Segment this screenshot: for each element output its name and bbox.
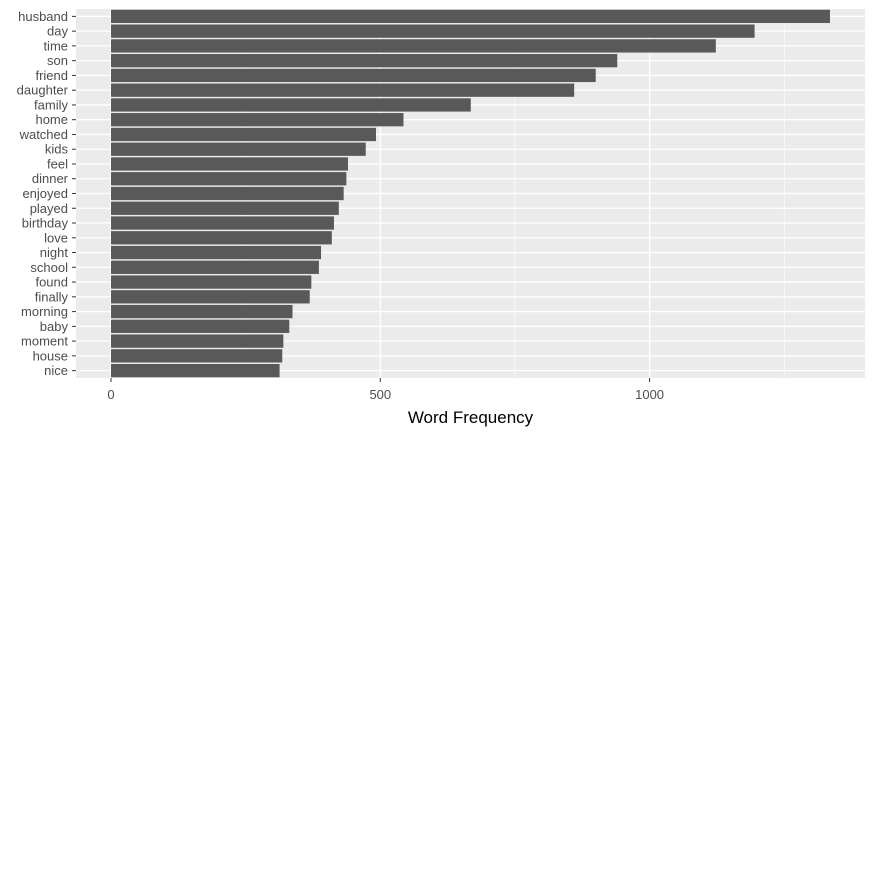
bar-daughter: [111, 83, 575, 97]
y-tick-label: found: [35, 275, 68, 290]
y-tick-label: kids: [45, 142, 69, 157]
bar-husband: [111, 9, 830, 24]
y-tick-label: daughter: [17, 83, 69, 98]
bar-night: [111, 245, 322, 260]
x-axis: 0 500 1000: [107, 378, 664, 402]
bar-day: [111, 24, 755, 38]
y-tick-label: love: [44, 230, 68, 245]
y-tick-label: husband: [18, 9, 68, 24]
y-tick-label: day: [47, 24, 68, 39]
bar-enjoyed: [111, 186, 344, 201]
bar-morning: [111, 304, 293, 319]
x-tick-label: 0: [107, 387, 114, 402]
x-axis-title: Word Frequency: [408, 408, 534, 427]
bars: [111, 9, 830, 378]
bar-kids: [111, 142, 366, 156]
y-tick-label: nice: [44, 363, 68, 378]
y-tick-label: played: [30, 201, 68, 216]
y-tick-label: son: [47, 53, 68, 68]
x-tick-label: 1000: [635, 387, 664, 402]
bar-time: [111, 39, 716, 53]
y-tick-label: watched: [19, 127, 68, 142]
bar-house: [111, 349, 283, 363]
bar-family: [111, 98, 471, 112]
bar-son: [111, 54, 618, 68]
y-tick-label: school: [30, 260, 68, 275]
bar-nice: [111, 363, 280, 378]
bar-home: [111, 113, 404, 127]
y-tick-label: baby: [40, 319, 69, 334]
y-tick-label: house: [33, 348, 68, 363]
y-tick-label: enjoyed: [22, 186, 68, 201]
bar-feel: [111, 157, 348, 171]
y-tick-label: time: [43, 38, 68, 53]
y-tick-label: feel: [47, 156, 68, 171]
bar-friend: [111, 68, 596, 83]
y-tick-label: birthday: [22, 216, 69, 231]
y-axis: husbanddaytimesonfrienddaughterfamilyhom…: [17, 9, 76, 378]
y-tick-label: family: [34, 97, 68, 112]
bar-birthday: [111, 216, 334, 230]
bar-moment: [111, 334, 284, 348]
bar-watched: [111, 127, 376, 142]
bar-finally: [111, 290, 310, 304]
bar-dinner: [111, 172, 347, 186]
y-tick-label: morning: [21, 304, 68, 319]
bar-baby: [111, 319, 290, 333]
y-tick-label: home: [35, 112, 68, 127]
y-tick-label: moment: [21, 334, 68, 349]
bar-found: [111, 275, 312, 289]
y-tick-label: night: [40, 245, 69, 260]
bar-school: [111, 260, 319, 274]
y-tick-label: friend: [35, 68, 68, 83]
y-tick-label: finally: [35, 289, 69, 304]
bar-played: [111, 201, 339, 215]
bar-love: [111, 231, 332, 245]
x-tick-label: 500: [369, 387, 391, 402]
y-tick-label: dinner: [32, 171, 69, 186]
